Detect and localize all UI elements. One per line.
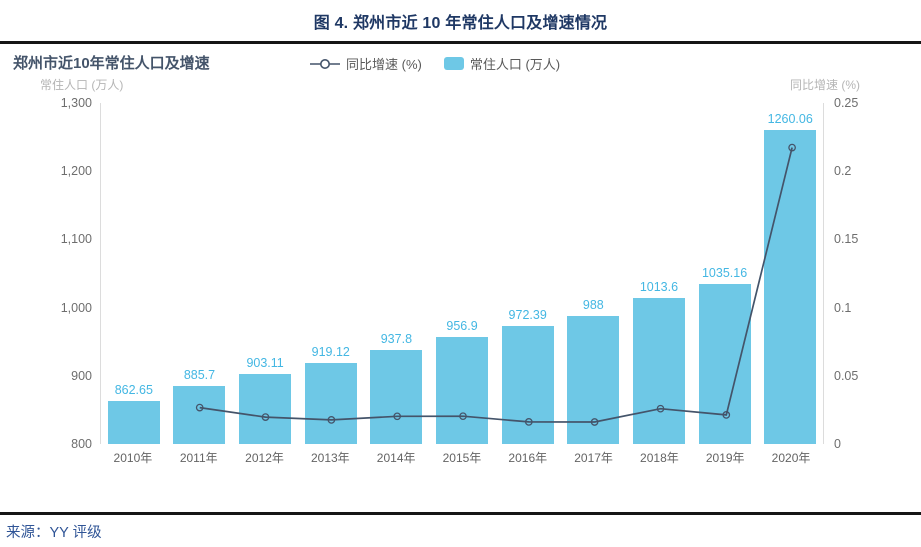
growth-line-marker xyxy=(788,143,796,152)
left-axis-title: 常住人口 (万人) xyxy=(40,78,124,92)
x-axis-label: 2013年 xyxy=(310,451,350,465)
x-axis-labels: 2010年 2011年 2012年 2013年 2014年 2015年 2016年 2017年… xyxy=(100,449,824,466)
right-axis-tick: 0 xyxy=(834,437,841,451)
line-marker-icon xyxy=(310,58,340,69)
growth-line-marker xyxy=(195,403,204,412)
bar-slot: 885.7 xyxy=(167,103,233,444)
legend-item-population-bar: 常住人口 (万人) xyxy=(443,54,561,73)
x-axis-label: 2015年 xyxy=(442,451,482,465)
title-divider-line xyxy=(0,41,921,44)
right-axis-tick: 0.05 xyxy=(834,368,859,383)
growth-line-marker xyxy=(656,404,665,413)
x-axis-label: 2016年 xyxy=(508,451,548,465)
legend-label-growth: 同比增速 (%) xyxy=(346,57,422,72)
population-bar xyxy=(632,298,685,444)
bar-value-label: 885.7 xyxy=(183,367,216,382)
right-axis-tick: 0.15 xyxy=(834,232,859,247)
plot-area: 862.65 885.7 903.11 919.12 937.8 956.9 972.39 9… xyxy=(100,103,824,444)
bar-swatch-icon xyxy=(443,57,464,70)
right-axis-tick: 0.1 xyxy=(834,300,852,315)
bar-value-label: 1260.06 xyxy=(767,112,813,127)
bar-value-label: 972.39 xyxy=(508,308,547,323)
growth-line-marker xyxy=(590,418,599,426)
x-axis-label: 2019年 xyxy=(705,451,745,465)
left-axis-tick: 1,300 xyxy=(60,96,92,110)
population-bar xyxy=(239,373,292,444)
bar-value-label: 937.8 xyxy=(380,332,413,347)
right-axis-tick: 0.2 xyxy=(834,164,852,179)
x-axis-label: 2018年 xyxy=(640,451,679,465)
population-bar xyxy=(107,401,160,444)
chart-legend: 同比增速 (%) 常住人口 (万人) xyxy=(310,54,560,73)
left-axis-tick: 800 xyxy=(71,437,92,451)
growth-line-series xyxy=(195,143,796,426)
bar-slot: 956.9 xyxy=(429,103,495,444)
bar-slot: 919.12 xyxy=(298,103,364,444)
bar-slot: 903.11 xyxy=(232,103,298,444)
bar-slot: 862.65 xyxy=(101,103,167,444)
x-axis-label: 2014年 xyxy=(376,451,416,465)
bar-slot: 937.8 xyxy=(364,103,430,444)
bar-value-label: 1013.6 xyxy=(639,280,679,295)
x-axis-label: 2011年 xyxy=(179,451,218,465)
bar-value-label: 988 xyxy=(582,297,604,312)
growth-line-marker xyxy=(722,411,731,419)
x-axis-label: 2010年 xyxy=(113,451,153,465)
figure-title: 图 4. 郑州市近 10 年常住人口及增速情况 xyxy=(313,15,608,32)
left-axis-tick: 900 xyxy=(71,368,92,383)
chart-title: 郑州市近10年常住人口及增速 xyxy=(13,55,210,72)
left-axis-tick: 1,100 xyxy=(60,232,92,247)
bar-value-label: 862.65 xyxy=(114,383,153,398)
left-axis-tick: 1,200 xyxy=(60,164,92,179)
bar-value-label: 1035.16 xyxy=(701,265,748,280)
growth-line-marker xyxy=(524,418,533,426)
bar-value-label: 956.9 xyxy=(446,319,478,333)
growth-line-marker xyxy=(327,416,336,424)
right-axis-title: 同比增速 (%) xyxy=(790,78,860,92)
population-bar xyxy=(436,337,489,444)
population-bar xyxy=(764,130,817,444)
population-bar xyxy=(304,362,357,444)
bar-slot: 1260.06 xyxy=(757,103,823,444)
growth-line-marker xyxy=(393,412,402,421)
source-note: 来源：YY 评级 xyxy=(6,525,102,541)
population-bar xyxy=(173,385,226,444)
growth-line-marker xyxy=(261,413,270,421)
bar-series: 862.65 885.7 903.11 919.12 937.8 956.9 972.39 9… xyxy=(101,103,823,444)
x-axis-label: 2012年 xyxy=(245,451,284,465)
x-axis-label: 2017年 xyxy=(574,451,613,465)
x-axis-label: 2020年 xyxy=(771,451,811,465)
left-axis-tick: 1,000 xyxy=(60,300,92,315)
legend-item-growth-line: 同比增速 (%) xyxy=(310,54,422,73)
right-axis-tick: 0.25 xyxy=(834,96,859,110)
bar-value-label: 919.12 xyxy=(311,344,350,359)
growth-line-marker xyxy=(459,412,467,421)
footer-divider-line xyxy=(0,512,921,515)
bar-value-label: 903.11 xyxy=(246,355,284,370)
population-bar xyxy=(370,350,423,444)
legend-label-population: 常住人口 (万人) xyxy=(469,57,561,72)
bar-slot: 1013.6 xyxy=(626,103,692,444)
growth-line xyxy=(199,147,793,423)
